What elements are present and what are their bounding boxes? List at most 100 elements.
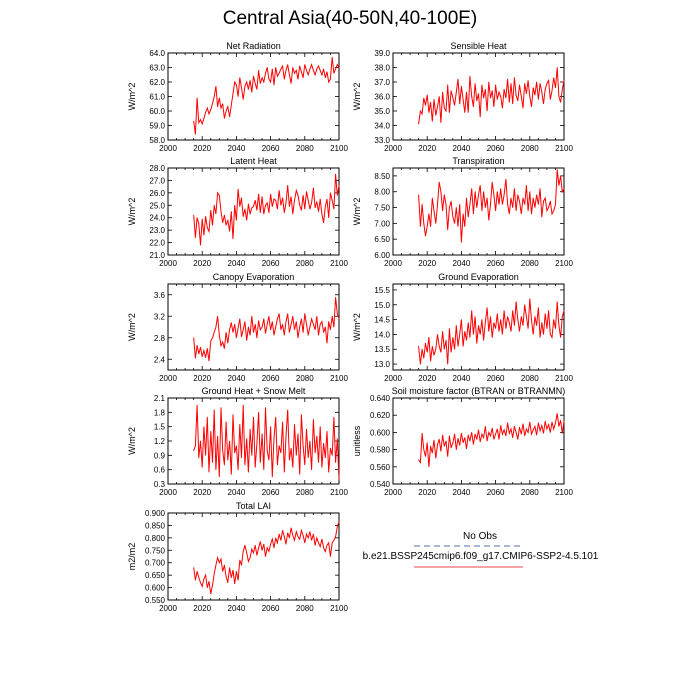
data-point [229, 440, 231, 442]
data-point [435, 114, 437, 116]
data-point [239, 559, 241, 561]
data-point [484, 207, 486, 208]
data-point [242, 99, 244, 100]
data-point [425, 456, 426, 457]
data-point [532, 197, 534, 199]
data-point [273, 84, 275, 86]
data-point [244, 85, 246, 87]
data-point [294, 539, 295, 541]
x-tick-label: 2000 [384, 488, 402, 497]
data-point [301, 209, 302, 211]
data-point [449, 328, 450, 329]
data-point [200, 582, 201, 583]
data-point [251, 91, 253, 93]
data-point [560, 337, 561, 338]
data-point [526, 316, 527, 317]
data-point [263, 318, 265, 320]
legend-obs-label: No Obs [463, 531, 497, 542]
data-point [338, 521, 340, 523]
x-tick-label: 2100 [330, 604, 348, 613]
data-point [503, 194, 505, 196]
x-tick-label: 2100 [555, 488, 573, 497]
data-point [212, 337, 213, 339]
data-point [524, 304, 526, 306]
data-point [486, 307, 488, 309]
data-point [217, 192, 219, 194]
y-tick-label: 0.640 [370, 394, 391, 403]
data-point [277, 542, 278, 544]
data-point [500, 425, 502, 426]
data-point [328, 542, 330, 544]
data-point [541, 216, 543, 218]
x-tick-label: 2080 [521, 259, 539, 268]
data-point [561, 316, 563, 317]
data-point [430, 226, 431, 227]
chart-title: Latent Heat [230, 156, 277, 166]
data-point [302, 535, 304, 536]
y-tick-label: 0.550 [145, 596, 166, 605]
y-tick-label: 27.0 [149, 176, 165, 185]
chart-panel-6: Ground Evaporation W/m^2 2000 2020 2040 2060 2… [352, 272, 573, 383]
chart-panel-9: Total LAI m2/m2 2000 2020 2040 2060 2080 2100 0.… [127, 501, 348, 613]
data-point [212, 584, 213, 586]
data-point [285, 435, 287, 437]
data-point [452, 442, 454, 444]
data-point [311, 469, 312, 471]
data-point [543, 432, 544, 434]
data-point [289, 537, 290, 539]
data-point [420, 110, 421, 112]
data-point [461, 319, 462, 320]
data-point [544, 420, 546, 422]
chart-title: Transpiration [452, 156, 504, 166]
data-point [464, 226, 466, 227]
data-point [517, 438, 519, 440]
data-point [425, 342, 426, 344]
y-tick-label: 0.580 [370, 446, 391, 455]
y-tick-label: 8.50 [374, 172, 390, 181]
data-point [265, 333, 266, 334]
data-point [316, 315, 318, 317]
data-point [324, 551, 326, 552]
data-point [500, 188, 502, 190]
data-point [333, 416, 335, 418]
data-point [549, 99, 551, 100]
y-tick-label: 0.540 [370, 480, 391, 489]
x-tick-label: 2040 [228, 259, 246, 268]
x-tick-label: 2080 [296, 144, 314, 153]
data-point [466, 448, 467, 450]
data-point [338, 318, 340, 320]
data-point [205, 574, 207, 576]
chart-title: Ground Heat + Snow Melt [202, 386, 306, 396]
y-tick-label: 8.00 [374, 188, 390, 197]
data-point [297, 536, 299, 537]
data-point [302, 194, 304, 196]
data-point [443, 194, 445, 196]
data-point [431, 452, 433, 454]
data-point [270, 329, 271, 331]
data-point [229, 116, 231, 118]
data-point [244, 464, 246, 466]
y-tick-label: 3.6 [154, 291, 166, 300]
x-tick-label: 2060 [262, 604, 280, 613]
data-point [309, 68, 311, 70]
data-point [505, 435, 507, 437]
data-point [522, 107, 524, 109]
data-point [331, 315, 333, 317]
y-tick-label: 0.850 [145, 521, 166, 530]
data-point [287, 64, 289, 65]
data-point [336, 64, 338, 65]
y-tick-label: 0.700 [145, 559, 166, 568]
data-point [218, 334, 220, 336]
data-point [459, 204, 461, 205]
data-point [461, 85, 462, 87]
data-point [560, 420, 561, 421]
data-point [449, 207, 450, 208]
y-tick-label: 0.600 [145, 584, 166, 593]
chart-panel-7: Ground Heat + Snow Melt W/m^2 2000 2020 2040… [127, 386, 348, 497]
x-tick-label: 2000 [384, 144, 402, 153]
data-point [222, 341, 224, 343]
data-point [333, 326, 335, 328]
data-point [275, 416, 277, 418]
data-point [433, 210, 435, 212]
